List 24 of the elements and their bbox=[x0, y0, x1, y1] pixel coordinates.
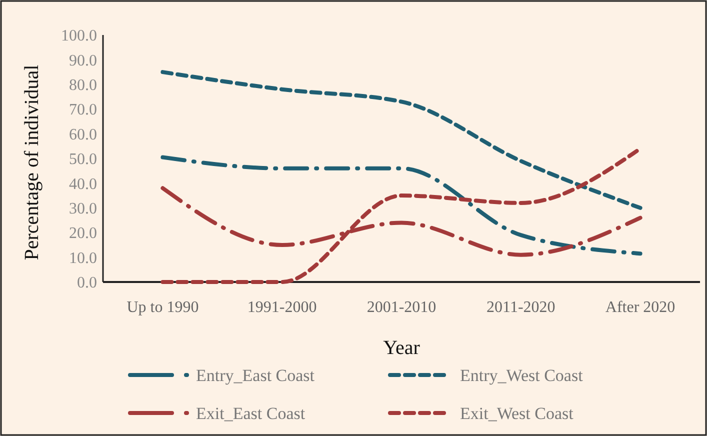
legend-label: Entry_West Coast bbox=[460, 366, 584, 385]
y-tick-label: 100.0 bbox=[61, 28, 97, 45]
y-axis-title: Percentage of individual bbox=[21, 64, 43, 260]
y-tick-label: 90.0 bbox=[69, 52, 97, 70]
legend-label: Entry_East Coast bbox=[196, 366, 315, 385]
line-series bbox=[160, 70, 642, 210]
y-tick-label: 50.0 bbox=[69, 151, 97, 168]
x-axis-title: Year bbox=[383, 337, 420, 359]
x-tick-label: After 2020 bbox=[605, 299, 676, 316]
x-tick-label: 1991-2000 bbox=[247, 299, 317, 316]
y-tick-label: 30.0 bbox=[69, 200, 97, 218]
legend-label: Exit_West Coast bbox=[460, 404, 574, 423]
y-tick-label: 80.0 bbox=[69, 77, 97, 94]
y-tick-label: 10.0 bbox=[69, 250, 97, 267]
x-tick-label: Up to 1990 bbox=[126, 299, 199, 316]
line-series bbox=[160, 155, 642, 256]
y-tick-label: 60.0 bbox=[69, 126, 97, 144]
legend-label: Exit_East Coast bbox=[196, 404, 306, 423]
y-tick-label: 40.0 bbox=[69, 176, 97, 193]
x-tick-label: 2011-2020 bbox=[486, 299, 556, 316]
x-tick-label: 2001-2010 bbox=[366, 299, 436, 316]
y-tick-label: 70.0 bbox=[69, 102, 97, 119]
y-tick-label: 20.0 bbox=[69, 225, 97, 242]
y-tick-label: 0.0 bbox=[77, 274, 97, 292]
